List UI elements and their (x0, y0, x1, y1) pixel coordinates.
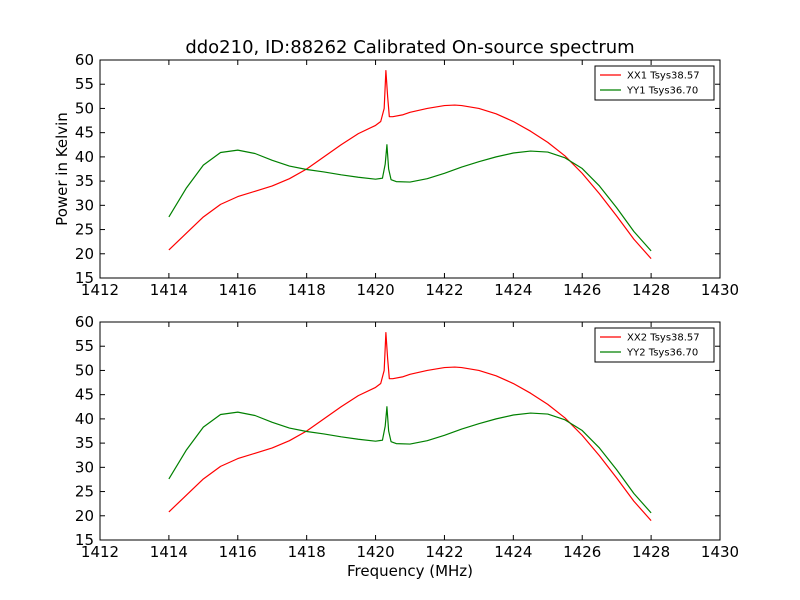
y-tick-label: 35 (75, 434, 94, 452)
series-line-2 (168, 406, 652, 514)
x-tick-label: 1412 (81, 281, 119, 299)
x-tick-label: 1426 (563, 281, 601, 299)
legend: XX1 Tsys38.57 YY1 Tsys36.70 (594, 65, 715, 101)
y-tick-label: 20 (75, 507, 94, 525)
y-tick-label: 55 (75, 75, 94, 93)
x-tick-label: 1416 (219, 543, 257, 561)
legend-entry-label: XX1 Tsys38.57 (627, 71, 700, 82)
x-tick-label: 1414 (150, 281, 188, 299)
y-tick-label: 40 (75, 410, 94, 428)
axes-frame (99, 321, 721, 541)
series-line-2 (168, 144, 652, 252)
series-line-1 (168, 332, 652, 522)
x-tick-label: 1426 (563, 543, 601, 561)
series-line-1 (168, 70, 652, 260)
y-tick-label: 45 (75, 386, 94, 404)
legend-entry-label: XX2 Tsys38.57 (627, 333, 700, 344)
y-tick-label: 60 (75, 51, 94, 69)
x-tick-label: 1420 (356, 543, 394, 561)
y-tick-label: 40 (75, 148, 94, 166)
y-tick-label: 50 (75, 361, 94, 379)
y-tick-label: 30 (75, 196, 94, 214)
x-tick-label: 1428 (632, 281, 670, 299)
x-tick-label: 1418 (288, 281, 326, 299)
x-tick-label: 1424 (494, 281, 532, 299)
x-tick-label: 1424 (494, 543, 532, 561)
y-tick-label: 15 (75, 531, 94, 549)
y-tick-label: 60 (75, 313, 94, 331)
y-tick-label: 25 (75, 483, 94, 501)
subplot-1: 1412 1414 1416 1418 1420 1422 1424 1426 1428 1430… (53, 37, 739, 299)
x-tick-label: 1412 (81, 543, 119, 561)
x-tick-label: 1414 (150, 543, 188, 561)
x-tick-label: 1420 (356, 281, 394, 299)
legend-entry-label: YY2 Tsys36.70 (626, 348, 698, 359)
y-tick-label: 20 (75, 245, 94, 263)
x-tick-label: 1430 (701, 281, 739, 299)
x-axis-label: Frequency (MHz) (347, 562, 473, 580)
x-tick-label: 1428 (632, 543, 670, 561)
y-tick-label: 50 (75, 99, 94, 117)
y-tick-label: 15 (75, 269, 94, 287)
x-tick-label: 1422 (425, 281, 463, 299)
y-axis-label: Power in Kelvin (53, 112, 71, 226)
x-tick-label: 1416 (219, 281, 257, 299)
x-tick-label: 1430 (701, 543, 739, 561)
subplot-2: 1412 1414 1416 1418 1420 1422 1424 1426 1428 1430… (75, 313, 739, 580)
axes-frame (99, 59, 721, 279)
legend: XX2 Tsys38.57 YY2 Tsys36.70 (594, 327, 715, 363)
chart-title: ddo210, ID:88262 Calibrated On-source sp… (185, 37, 634, 58)
legend-entry-label: YY1 Tsys36.70 (626, 86, 698, 97)
y-tick-label: 45 (75, 124, 94, 142)
x-tick-label: 1418 (288, 543, 326, 561)
y-tick-label: 30 (75, 458, 94, 476)
legend-box (594, 65, 715, 101)
x-tick-label: 1422 (425, 543, 463, 561)
y-tick-label: 25 (75, 221, 94, 239)
legend-box (594, 327, 715, 363)
y-tick-label: 35 (75, 172, 94, 190)
y-tick-label: 55 (75, 337, 94, 355)
